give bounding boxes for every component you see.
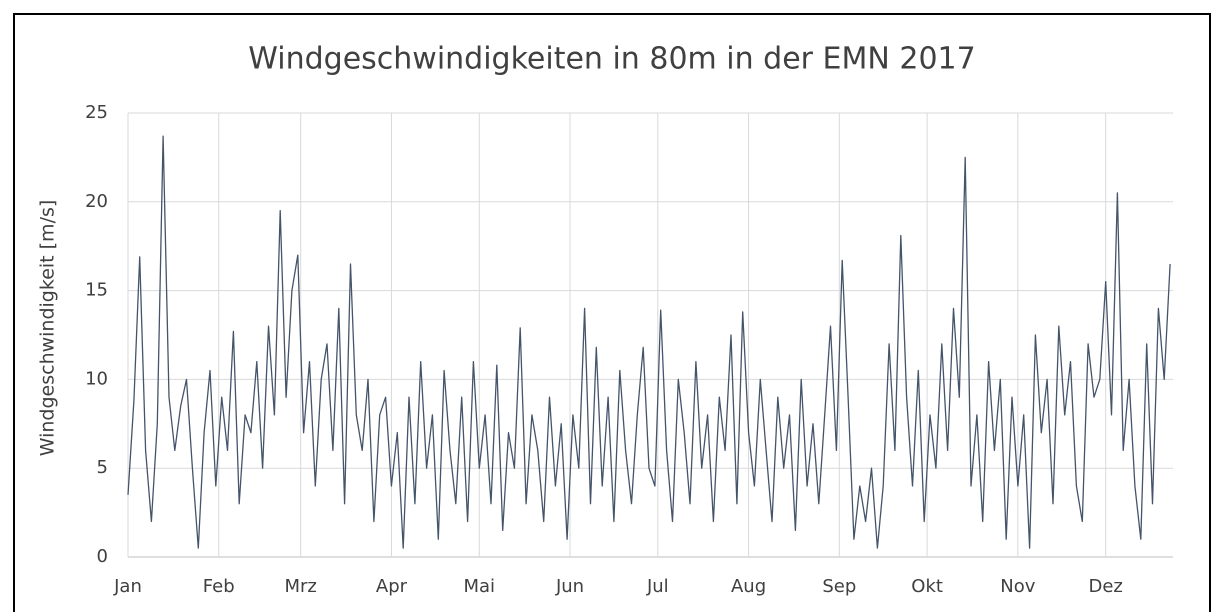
x-tick-label: Dez xyxy=(1088,576,1122,597)
x-tick-label: Sep xyxy=(822,576,856,597)
y-tick-label: 5 xyxy=(97,457,108,478)
x-tick-label: Jul xyxy=(646,576,669,597)
y-tick-label: 10 xyxy=(85,368,108,389)
x-tick-label: Okt xyxy=(911,576,943,597)
x-tick-label: Aug xyxy=(731,576,766,597)
y-tick-label: 0 xyxy=(97,546,108,567)
x-tick-label: Apr xyxy=(376,576,408,597)
chart-title: Windgeschwindigkeiten in 80m in der EMN … xyxy=(248,42,975,77)
x-tick-label: Mai xyxy=(463,576,495,597)
x-tick-label: Mrz xyxy=(285,576,317,597)
x-tick-label: Jan xyxy=(113,576,142,597)
x-tick-label: Feb xyxy=(203,576,235,597)
chart-frame xyxy=(13,13,1211,612)
y-axis-label: Windgeschwindigkeit [m/s] xyxy=(37,200,59,457)
series-line xyxy=(127,135,1171,549)
y-tick-label: 25 xyxy=(85,102,108,123)
y-tick-label: 15 xyxy=(85,280,108,301)
x-tick-label: Nov xyxy=(1000,576,1035,597)
x-tick-label: Jun xyxy=(555,576,584,597)
y-tick-label: 20 xyxy=(85,191,108,212)
